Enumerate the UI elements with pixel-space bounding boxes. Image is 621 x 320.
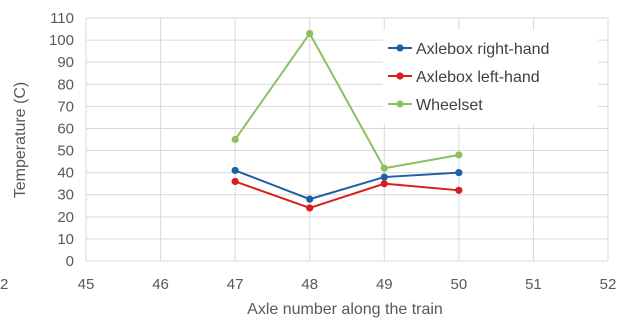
data-point (455, 151, 463, 159)
legend: Axlebox right-hand Axlebox left-hand Wheel… (383, 30, 598, 124)
series-line-1 (234, 180, 459, 210)
y-tick-label: 30 (57, 187, 74, 204)
series-line-0 (234, 169, 459, 201)
data-point (455, 169, 463, 177)
x-tick-label: 52 (600, 276, 617, 293)
data-point (380, 164, 388, 172)
y-tick-label: 40 (57, 165, 74, 182)
series-layer (231, 29, 463, 212)
data-point (306, 204, 314, 212)
legend-label-1: Axlebox left-hand (416, 69, 540, 86)
x-tick-label: 47 (227, 276, 244, 293)
data-point (231, 177, 239, 186)
y-tick-label: 20 (57, 209, 74, 226)
data-point (380, 180, 388, 188)
y-tick-label: 0 (66, 253, 74, 270)
x-tick-label: 48 (301, 276, 318, 293)
y-tick-label: 10 (57, 231, 74, 248)
y-tick-label: 80 (57, 76, 74, 93)
legend-box (383, 30, 598, 124)
x-axis: 42 45 46 47 48 49 50 51 52 (0, 276, 616, 293)
y-tick-label: 110 (50, 10, 74, 27)
y-axis: 0 10 20 30 40 50 60 70 80 90 100 110 (49, 10, 74, 270)
x-tick-label: 49 (376, 276, 393, 293)
x-tick-label: 50 (451, 276, 468, 293)
data-point (231, 166, 239, 175)
x-axis-title: Axle number along the train (247, 301, 443, 318)
data-point (231, 135, 239, 144)
series-line-2 (234, 31, 460, 170)
x-tick-label: 51 (525, 276, 542, 293)
y-tick-label: 60 (57, 120, 74, 137)
legend-marker-0 (396, 44, 404, 52)
legend-marker-2 (396, 100, 404, 108)
x-tick-label: 45 (78, 276, 95, 293)
data-point (380, 173, 388, 181)
legend-label-2: Wheelset (416, 97, 483, 114)
y-axis-title: Temperature (C) (12, 82, 29, 198)
data-point (306, 195, 314, 203)
y-tick-label: 70 (57, 98, 74, 115)
data-point (306, 29, 314, 38)
data-point (455, 186, 463, 194)
legend-marker-1 (396, 72, 404, 80)
x-tick-label: 42 (0, 276, 8, 293)
grid (85, 17, 609, 262)
y-tick-label: 100 (49, 32, 74, 49)
y-tick-label: 50 (57, 143, 74, 160)
y-tick-label: 90 (57, 54, 74, 71)
legend-label-0: Axlebox right-hand (416, 41, 549, 58)
x-tick-label: 46 (152, 276, 169, 293)
